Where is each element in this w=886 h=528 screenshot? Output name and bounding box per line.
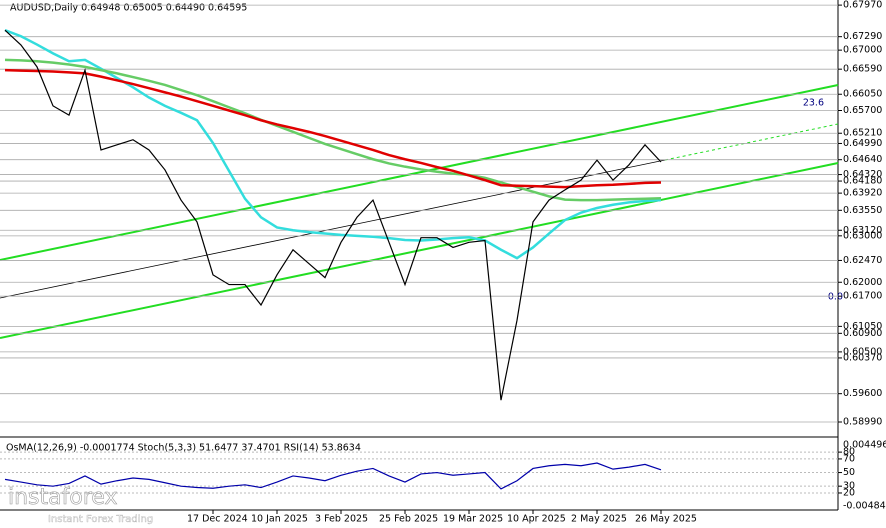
y-tick-label: 0.65700 (843, 105, 882, 116)
fib-label: 0.0 (828, 292, 843, 303)
y-tick-label: 0.60500 (843, 346, 882, 357)
y-tick-label: 0.59600 (843, 388, 882, 399)
series-line (4, 29, 662, 401)
y-tick-label: 80 (843, 447, 855, 458)
y-tick-label: 0.60900 (843, 328, 882, 339)
osma-max: 0.004496 (843, 440, 886, 451)
x-tick-label: 10 Jan 2025 (251, 514, 308, 525)
y-tick-label: 0.63000 (843, 230, 882, 241)
indicator-title: OsMA(12,26,9) -0.0001774 Stoch(5,3,3) 51… (6, 443, 361, 454)
y-tick-label: 0.60370 (843, 352, 882, 363)
y-tick-label: 0.63550 (843, 205, 882, 216)
y-tick-label: 0.64180 (843, 176, 882, 187)
y-tick-label: 0.67970 (843, 0, 882, 11)
y-tick-label: 30 (843, 481, 855, 492)
y-tick-label: 0.63120 (843, 225, 882, 236)
x-tick-label: 26 May 2025 (635, 514, 697, 525)
x-tick-label: 3 Feb 2025 (315, 514, 368, 525)
x-tick-label: 19 Mar 2025 (443, 514, 503, 525)
x-tick-label: 2 May 2025 (571, 514, 627, 525)
y-tick-label: 0.63920 (843, 188, 882, 199)
y-tick-label: 0.62470 (843, 255, 882, 266)
channel-upper (0, 84, 839, 261)
x-tick-label: 10 Apr 2025 (507, 514, 566, 525)
osma-min: -0.004843 (843, 501, 886, 512)
y-tick-label: 0.62000 (843, 277, 882, 288)
series-line (4, 68, 662, 189)
channel-lower (0, 162, 839, 339)
y-tick-label: 50 (843, 467, 855, 478)
y-tick-label: 0.64320 (843, 169, 882, 180)
y-tick-label: 20 (843, 487, 855, 498)
y-tick-label: 70 (843, 453, 855, 464)
fib-label: 23.6 (803, 98, 824, 109)
series-line (4, 58, 662, 202)
y-tick-label: 0.67000 (843, 45, 882, 56)
x-tick-label: 25 Feb 2025 (379, 514, 438, 525)
y-tick-label: 0.67290 (843, 31, 882, 42)
y-tick-label: 0.66050 (843, 89, 882, 100)
y-tick-label: 0.64640 (843, 154, 882, 165)
trend-line (0, 159, 666, 299)
y-tick-label: 0.66590 (843, 64, 882, 75)
logo-name: instaforex (8, 485, 118, 510)
series-line (4, 462, 662, 490)
series-line (4, 29, 662, 260)
y-tick-label: 0.58990 (843, 417, 882, 428)
y-tick-label: 0.61700 (843, 291, 882, 302)
y-tick-label: 0.64990 (843, 138, 882, 149)
chart-title: AUDUSD,Daily 0.64948 0.65005 0.64490 0.6… (10, 3, 247, 14)
y-tick-label: 0.65210 (843, 128, 882, 139)
x-tick-label: 17 Dec 2024 (187, 514, 248, 525)
logo-tagline: Instant Forex Trading (48, 514, 153, 525)
y-tick-label: 0.61050 (843, 321, 882, 332)
